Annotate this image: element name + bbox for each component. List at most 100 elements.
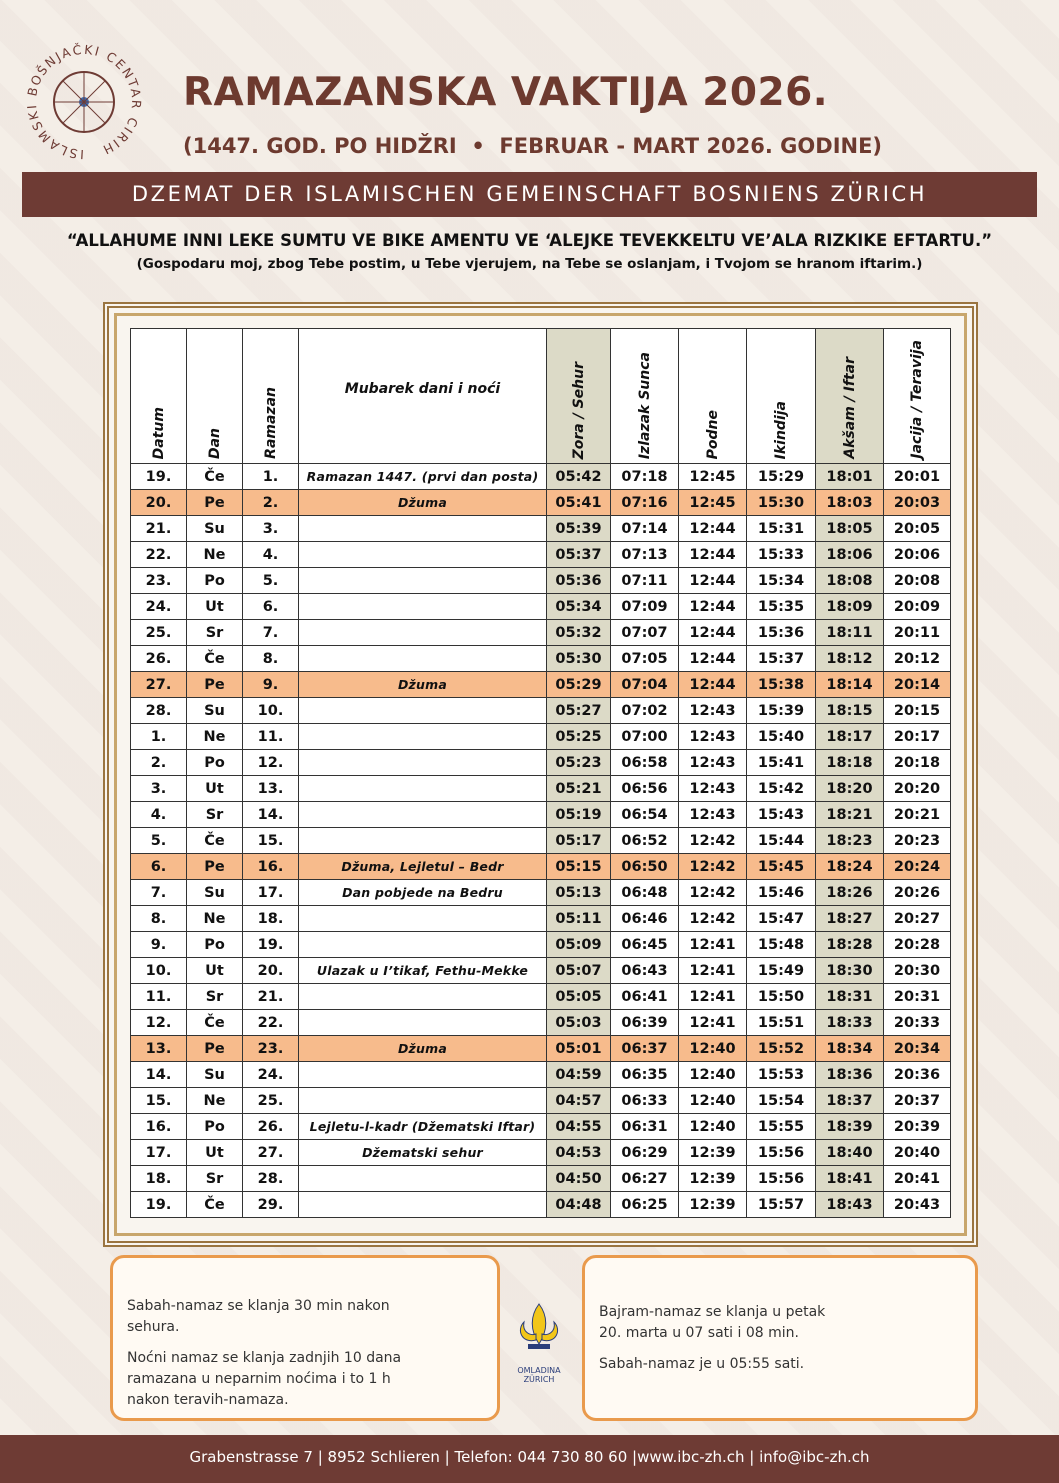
table-cell: 18:23	[815, 827, 884, 854]
table-cell: 14.	[130, 1061, 187, 1088]
table-cell: 12:40	[678, 1087, 747, 1114]
table-cell: 12:43	[678, 801, 747, 828]
table-cell: 20:23	[883, 827, 951, 854]
table-cell: 06:45	[610, 931, 679, 958]
table-cell: Sr	[186, 983, 243, 1010]
table-cell: 18:43	[815, 1191, 884, 1218]
table-row: 24. Ut 6. 05:34 07:09 12:44 15:35 18:09 20:09	[130, 593, 951, 620]
table-cell: 05:36	[546, 567, 611, 594]
table-cell: Pe	[186, 489, 243, 516]
table-cell: 18:03	[815, 489, 884, 516]
table-cell	[298, 697, 547, 724]
table-cell: 20:41	[883, 1165, 951, 1192]
footer: Grabenstrasse 7 | 8952 Schlieren | Telef…	[0, 1435, 1059, 1483]
table-cell: 18:31	[815, 983, 884, 1010]
table-cell: 18.	[242, 905, 299, 932]
table-cell: Dan pobjede na Bedru	[298, 879, 547, 906]
table-cell: 06:35	[610, 1061, 679, 1088]
table-cell: 18:30	[815, 957, 884, 984]
table-row: 17. Ut 27. Džematski sehur 04:53 06:29 12:39 15…	[130, 1139, 951, 1166]
table-cell	[298, 905, 547, 932]
column-header-text: Izlazak Sunca	[636, 351, 653, 459]
table-cell: 06:29	[610, 1139, 679, 1166]
table-cell: 18.	[130, 1165, 187, 1192]
table-cell: 20:15	[883, 697, 951, 724]
table-row: 26. Če 8. 05:30 07:05 12:44 15:37 18:12 20:12	[130, 645, 951, 672]
center-logo: ISLAMSKI BOŠNJAČKI CENTAR CIRIH	[24, 42, 142, 162]
table-cell: 2.	[130, 749, 187, 776]
table-cell: Ne	[186, 1087, 243, 1114]
table-row: 21. Su 3. 05:39 07:14 12:44 15:31 18:05 20:05	[130, 515, 951, 542]
table-cell: 12:44	[678, 619, 747, 646]
note-box-right: Bajram-namaz se klanja u petak 20. marta…	[582, 1255, 978, 1421]
table-cell: 15:39	[746, 697, 816, 724]
note-text: Sabah-namaz se klanja 30 min nakon sehur…	[127, 1296, 427, 1421]
note-paragraph: Noćni namaz se klanja zadnjih 10 dana ra…	[127, 1350, 402, 1408]
table-cell: 15:30	[746, 489, 816, 516]
table-cell: 12:43	[678, 775, 747, 802]
table-cell	[298, 515, 547, 542]
table-cell: 06:50	[610, 853, 679, 880]
table-cell: Lejletu-l-kadr (Džematski Iftar)	[298, 1113, 547, 1140]
note-paragraph: Sabah-namaz je u 05:55 sati.	[599, 1356, 805, 1372]
table-row: 1. Ne 11. 05:25 07:00 12:43 15:40 18:17 20:17	[130, 723, 951, 750]
note-paragraph: Sabah-namaz se klanja 30 min nakon sehur…	[127, 1298, 390, 1335]
table-cell: 28.	[242, 1165, 299, 1192]
table-cell: Pe	[186, 853, 243, 880]
column-header-text: Akšam / Iftar	[841, 357, 858, 459]
table-cell: 9.	[130, 931, 187, 958]
table-cell: 15:40	[746, 723, 816, 750]
table-cell: 05:19	[546, 801, 611, 828]
table-cell: 15:44	[746, 827, 816, 854]
table-cell: 15:33	[746, 541, 816, 568]
table-cell: 07:14	[610, 515, 679, 542]
table-cell: 15:57	[746, 1191, 816, 1218]
table-cell: 20:24	[883, 853, 951, 880]
table-cell: 06:48	[610, 879, 679, 906]
table-row: 15. Ne 25. 04:57 06:33 12:40 15:54 18:37 20:37	[130, 1087, 951, 1114]
table-cell: 19.	[130, 463, 187, 490]
table-cell: 18:15	[815, 697, 884, 724]
table-cell: 05:01	[546, 1035, 611, 1062]
table-row: 11. Sr 21. 05:05 06:41 12:41 15:50 18:31 20:31	[130, 983, 951, 1010]
table-cell: 20:26	[883, 879, 951, 906]
table-row: 16. Po 26. Lejletu-l-kadr (Džematski Iftar)…	[130, 1113, 951, 1140]
table-cell: 18:26	[815, 879, 884, 906]
table-cell: 3.	[242, 515, 299, 542]
table-cell: 12:44	[678, 645, 747, 672]
table-cell: 12:43	[678, 723, 747, 750]
table-cell: 06:25	[610, 1191, 679, 1218]
table-cell: 16.	[242, 853, 299, 880]
table-cell: 15:29	[746, 463, 816, 490]
table-cell: 23.	[242, 1035, 299, 1062]
table-cell: 25.	[130, 619, 187, 646]
table-cell: 07:16	[610, 489, 679, 516]
table-cell: 18:36	[815, 1061, 884, 1088]
table-cell: 05:07	[546, 957, 611, 984]
table-cell: 20:20	[883, 775, 951, 802]
table-cell: Su	[186, 697, 243, 724]
table-cell: 12:44	[678, 567, 747, 594]
banner: DZEMAT DER ISLAMISCHEN GEMEINSCHAFT BOSN…	[22, 172, 1037, 217]
table-cell: Če	[186, 1009, 243, 1036]
column-header-text: Mubarek dani i noći	[344, 381, 501, 397]
column-header-text: Ramazan	[262, 387, 279, 459]
table-cell: Po	[186, 1113, 243, 1140]
column-header: Izlazak Sunca	[610, 328, 679, 464]
table-cell: 12:44	[678, 671, 747, 698]
table-cell: Sr	[186, 1165, 243, 1192]
table-cell: 18:37	[815, 1087, 884, 1114]
table-cell: 12:44	[678, 593, 747, 620]
table-cell: 12:42	[678, 905, 747, 932]
table-cell: 20:17	[883, 723, 951, 750]
table-cell: 18:21	[815, 801, 884, 828]
table-cell: 07:13	[610, 541, 679, 568]
table-cell: 20:27	[883, 905, 951, 932]
table-cell: 18:24	[815, 853, 884, 880]
column-header-text: Jacija / Teravija	[909, 340, 925, 459]
column-header: Ikindija	[746, 328, 816, 464]
table-cell: 9.	[242, 671, 299, 698]
table-cell: 12:45	[678, 463, 747, 490]
column-header-text: Zora / Sehur	[570, 361, 587, 459]
table-row: 23. Po 5. 05:36 07:11 12:44 15:34 18:08 20:08	[130, 567, 951, 594]
